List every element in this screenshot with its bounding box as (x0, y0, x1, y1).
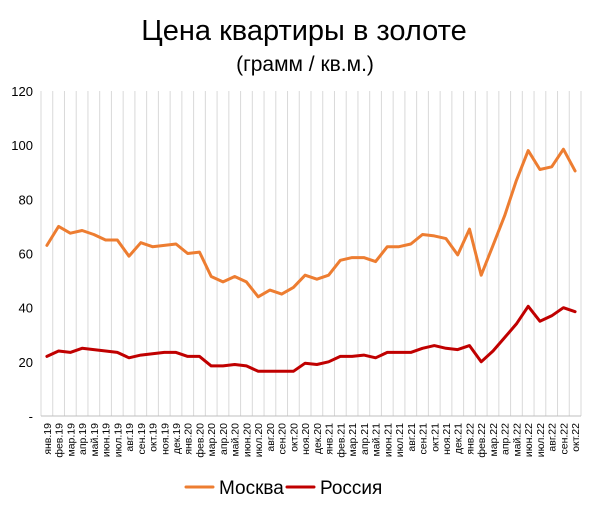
legend-label-0: Москва (219, 478, 284, 499)
chart-title: Цена квартиры в золоте (141, 15, 466, 47)
x-tick-label: июн.19 (101, 423, 113, 457)
x-tick-label: фев.21 (335, 423, 347, 458)
x-tick-label: янв.19 (42, 423, 54, 455)
y-tick-label: 40 (19, 301, 33, 316)
x-tick-label: ноя.19 (159, 423, 171, 455)
x-tick-label: апр.20 (218, 423, 230, 455)
series-line-0 (45, 147, 577, 299)
x-tick-label: мар.19 (65, 423, 77, 457)
x-tick-label: окт.19 (148, 423, 160, 452)
x-tick-label: июл.22 (535, 423, 547, 457)
x-tick-label: янв.21 (324, 423, 336, 455)
x-tick-label: апр.21 (359, 423, 371, 455)
x-tick-label: сен.20 (277, 423, 289, 455)
x-tick-label: дек.19 (171, 423, 183, 454)
x-tick-label: апр.22 (500, 423, 512, 455)
x-tick-label: авг.19 (124, 423, 136, 452)
x-tick-label: июн.22 (523, 423, 535, 457)
x-tick-label: окт.20 (288, 423, 300, 452)
x-tick-label: сен.21 (418, 423, 430, 455)
x-tick-label: июл.21 (394, 423, 406, 457)
y-tick-label: 60 (19, 247, 33, 262)
x-tick-label: фев.22 (476, 423, 488, 458)
x-tick-label: янв.20 (183, 423, 195, 455)
x-tick-label: сен.19 (136, 423, 148, 455)
x-tick-label: май.21 (371, 423, 383, 457)
x-tick-label: июл.19 (112, 423, 124, 457)
x-tick-label: июн.20 (241, 423, 253, 457)
y-tick-label: 20 (19, 355, 33, 370)
grid (40, 91, 582, 417)
series-line-1 (45, 304, 577, 373)
legend: Москва Россия (184, 478, 382, 499)
y-axis-ticks: - 20 40 60 80 100 120 (11, 84, 33, 424)
x-tick-label: авг.20 (265, 423, 277, 452)
x-tick-label: апр.19 (77, 423, 89, 455)
x-tick-label: окт.21 (429, 423, 441, 452)
x-tick-label: ноя.20 (300, 423, 312, 455)
x-tick-label: сен.22 (558, 423, 570, 455)
x-tick-label: май.20 (230, 423, 242, 457)
x-tick-label: июл.20 (253, 423, 265, 457)
x-tick-label: янв.22 (464, 423, 476, 455)
x-tick-label: май.19 (89, 423, 101, 457)
x-tick-label: ноя.21 (441, 423, 453, 455)
x-tick-label: дек.20 (312, 423, 324, 454)
x-tick-label: авг.22 (547, 423, 559, 452)
x-tick-label: авг.21 (406, 423, 418, 452)
x-tick-label: фев.19 (54, 423, 66, 458)
series-lines (45, 147, 577, 373)
x-tick-label: мар.20 (206, 423, 218, 457)
x-tick-label: май.22 (511, 423, 523, 457)
x-tick-label: фев.20 (194, 423, 206, 458)
chart-subtitle: (грамм / кв.м.) (236, 53, 374, 76)
y-tick-label: 120 (11, 84, 33, 99)
x-axis-ticks: янв.19 фев.19 мар.19 апр.19 май.19 июн.19 июл.… (42, 423, 582, 458)
y-tick-label: - (29, 409, 33, 424)
x-tick-label: окт.22 (570, 423, 582, 452)
x-tick-label: июн.21 (382, 423, 394, 457)
legend-label-1: Россия (320, 478, 382, 499)
x-tick-label: дек.21 (453, 423, 465, 454)
y-tick-label: 100 (11, 138, 33, 153)
x-tick-label: мар.21 (347, 423, 359, 457)
x-tick-label: мар.22 (488, 423, 500, 457)
y-tick-label: 80 (19, 192, 33, 207)
